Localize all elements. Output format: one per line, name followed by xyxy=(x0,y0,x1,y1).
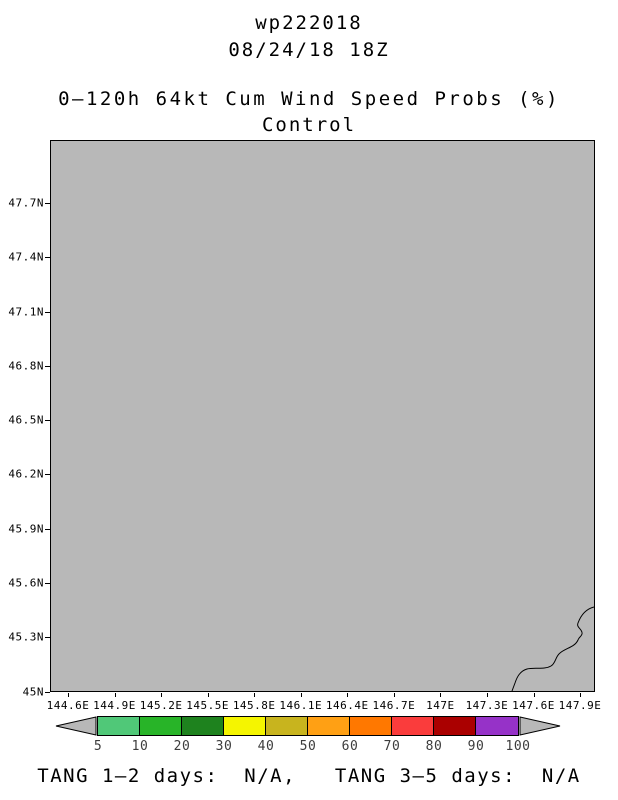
x-axis-label: 147.9E xyxy=(558,699,602,712)
storm-id-title: wp222018 xyxy=(255,12,363,34)
y-axis-label: 46.5N xyxy=(8,413,44,427)
colorbar-cell xyxy=(308,717,350,735)
colorbar-tick-label: 90 xyxy=(467,739,485,754)
x-axis-tick xyxy=(347,693,349,697)
x-axis-label: 145.5E xyxy=(186,699,230,712)
colorbar-cell xyxy=(350,717,392,735)
colorbar-cells xyxy=(97,716,519,736)
y-axis-label: 47.1N xyxy=(8,305,44,319)
colorbar-cell xyxy=(98,717,140,735)
x-axis-label: 144.6E xyxy=(46,699,90,712)
y-axis-tick xyxy=(45,691,50,693)
colorbar-tick-label: 20 xyxy=(173,739,191,754)
colorbar-tick-label: 10 xyxy=(131,739,149,754)
x-axis-tick xyxy=(207,693,209,697)
y-axis-label: 45.6N xyxy=(8,576,44,590)
colorbar-tick-label: 50 xyxy=(299,739,317,754)
x-axis-label: 145.2E xyxy=(139,699,183,712)
x-axis-tick xyxy=(486,693,488,697)
map-canvas xyxy=(50,140,595,692)
colorbar xyxy=(55,716,561,736)
y-axis-tick xyxy=(45,420,50,422)
colorbar-cell xyxy=(434,717,476,735)
y-axis-label: 45N xyxy=(22,685,44,699)
y-axis-tick xyxy=(45,365,50,367)
colorbar-tick-label: 40 xyxy=(257,739,275,754)
colorbar-left-arrow xyxy=(55,716,97,736)
x-axis-tick xyxy=(393,693,395,697)
colorbar-cell xyxy=(224,717,266,735)
y-axis-tick xyxy=(45,528,50,530)
y-axis-tick xyxy=(45,582,50,584)
x-axis-label: 144.9E xyxy=(93,699,136,712)
colorbar-labels: 5 10 20 30 40 50 60 70 80 90 100 xyxy=(55,739,565,755)
x-axis-tick xyxy=(580,693,582,697)
x-axis-label: 146.4E xyxy=(325,699,369,712)
product-title: 0–120h 64kt Cum Wind Speed Probs (%) xyxy=(58,88,560,110)
colorbar-cell xyxy=(140,717,182,735)
colorbar-tick-label: 5 xyxy=(93,739,103,754)
colorbar-tick-label: 60 xyxy=(341,739,359,754)
x-axis-label: 146.7E xyxy=(372,699,416,712)
x-axis-tick xyxy=(114,693,116,697)
y-axis-label: 46.8N xyxy=(8,359,44,373)
y-axis-label: 46.2N xyxy=(8,467,44,481)
y-axis-label: 45.3N xyxy=(8,630,44,644)
y-axis-tick xyxy=(45,474,50,476)
y-axis-tick xyxy=(45,637,50,639)
x-axis-label: 147.6E xyxy=(512,699,555,712)
colorbar-tick-label: 70 xyxy=(383,739,401,754)
ensemble-member-label: Control xyxy=(261,114,357,136)
y-axis-tick xyxy=(45,203,50,204)
x-axis-label: 147.3E xyxy=(465,699,509,712)
colorbar-cell xyxy=(392,717,434,735)
y-axis-label: 47.7N xyxy=(8,196,44,210)
tang-summary: TANG 1–2 days: N/A, TANG 3–5 days: N/A xyxy=(37,765,581,787)
x-axis-tick xyxy=(68,693,69,697)
colorbar-cell xyxy=(476,717,518,735)
colorbar-cell xyxy=(182,717,224,735)
y-axis-label: 45.9N xyxy=(8,522,44,536)
x-axis-tick xyxy=(254,693,256,697)
colorbar-tick-label: 80 xyxy=(425,739,443,754)
x-axis-tick xyxy=(300,693,302,697)
coastline xyxy=(511,606,594,691)
colorbar-tick-label: 100 xyxy=(505,739,531,754)
x-axis-label: 146.1E xyxy=(279,699,323,712)
x-axis-label: 145.8E xyxy=(232,699,276,712)
y-axis-tick xyxy=(45,257,50,259)
x-axis-tick xyxy=(440,693,442,697)
colorbar-right-arrow xyxy=(519,716,561,736)
x-axis-label: 147E xyxy=(426,699,455,712)
y-axis-tick xyxy=(45,311,50,313)
init-time-title: 08/24/18 18Z xyxy=(228,39,390,61)
colorbar-tick-label: 30 xyxy=(215,739,233,754)
colorbar-cell xyxy=(266,717,308,735)
x-axis-tick xyxy=(161,693,163,697)
y-axis-label: 47.4N xyxy=(8,250,44,264)
x-axis-tick xyxy=(533,693,535,697)
